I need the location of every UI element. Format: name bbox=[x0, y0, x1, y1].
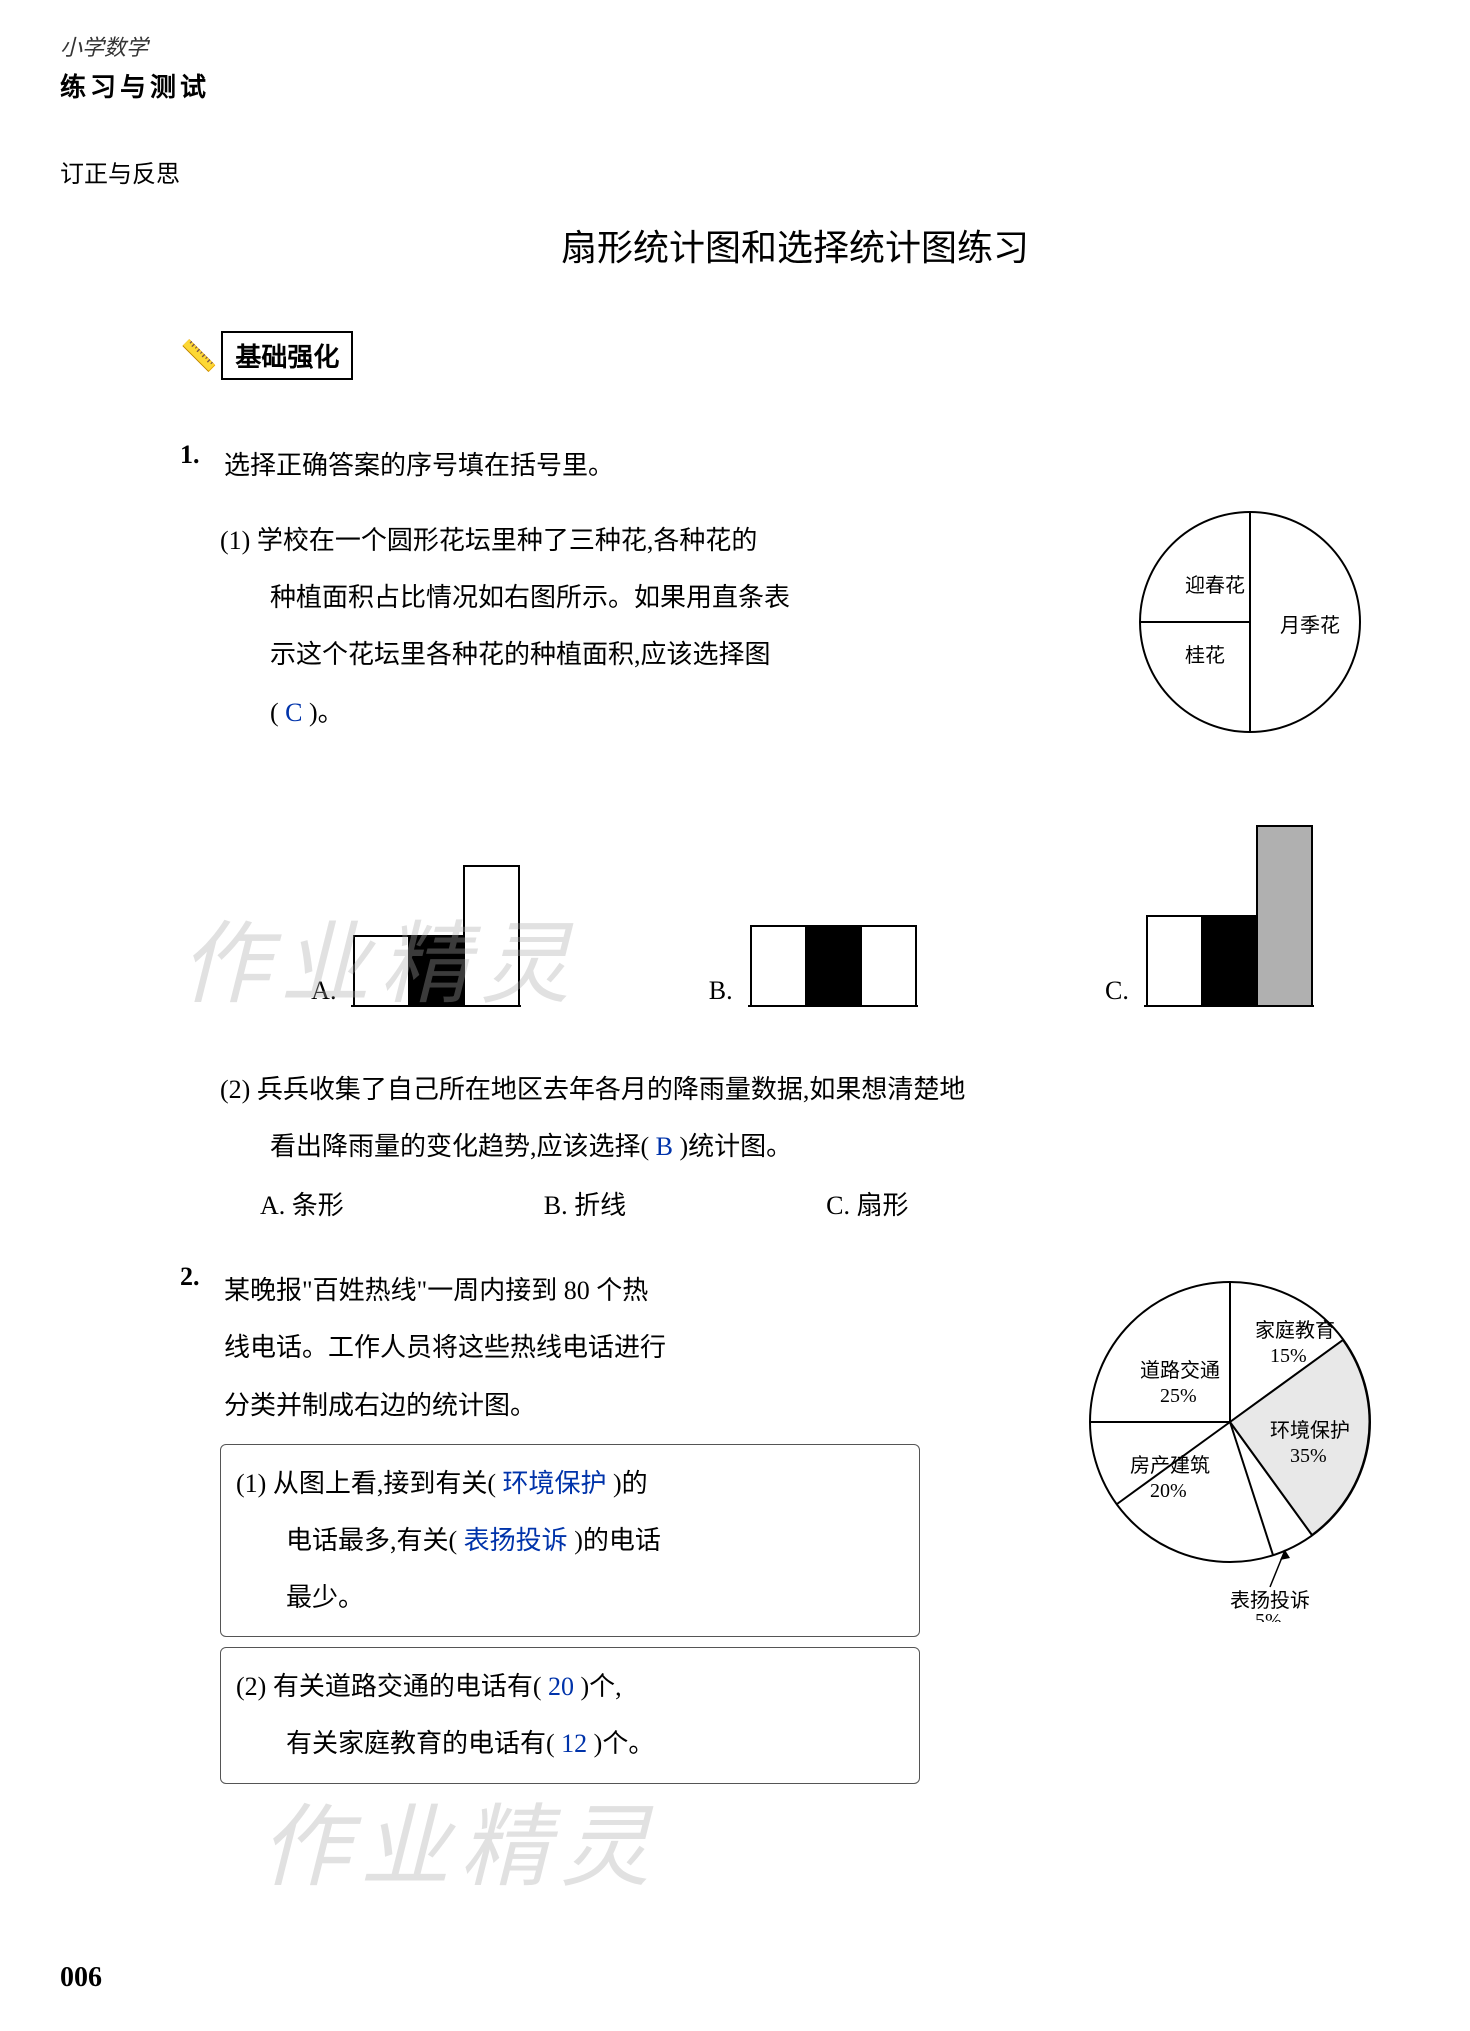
subsection-heading: 📏 基础强化 bbox=[180, 331, 1410, 410]
page-title: 扇形统计图和选择统计图练习 bbox=[180, 219, 1410, 271]
q1-text: 选择正确答案的序号填在括号里。 bbox=[224, 440, 1404, 492]
header-small: 小学数学 bbox=[60, 30, 1410, 62]
q2-sub2-ans2: 12 bbox=[561, 1729, 587, 1758]
svg-text:5%: 5% bbox=[1255, 1610, 1282, 1622]
question-2: 2. 某晚报"百姓热线"一周内接到 80 个热 线电话。工作人员将这些热线电话进… bbox=[180, 1262, 1410, 1784]
pie-chart-2: 道路交通 25% 家庭教育 15% 环境保护 35% 房产建筑 20% 表扬投诉… bbox=[1070, 1262, 1390, 1627]
svg-text:环境保护: 环境保护 bbox=[1270, 1419, 1350, 1442]
svg-text:表扬投诉: 表扬投诉 bbox=[1230, 1589, 1310, 1612]
pie1-label-0: 迎春花 bbox=[1185, 574, 1245, 597]
option-A: A. bbox=[311, 861, 526, 1011]
q2-sub1-ans2: 表扬投诉 bbox=[464, 1526, 568, 1555]
svg-text:35%: 35% bbox=[1290, 1445, 1327, 1467]
q2-num: 2. bbox=[180, 1262, 220, 1292]
option-B: B. bbox=[709, 861, 923, 1011]
header-sub: 练习与测试 bbox=[60, 67, 1410, 104]
bar-chart-C bbox=[1139, 821, 1319, 1011]
bar-chart-A bbox=[346, 861, 526, 1011]
q1-sub1-answer: C bbox=[285, 698, 302, 727]
pie1-label-1: 月季花 bbox=[1280, 614, 1340, 637]
q2-sub1-ans1: 环境保护 bbox=[502, 1469, 606, 1498]
svg-text:房产建筑: 房产建筑 bbox=[1130, 1454, 1210, 1477]
svg-text:道路交通: 道路交通 bbox=[1140, 1359, 1220, 1382]
q2-text: 某晚报"百姓热线"一周内接到 80 个热 线电话。工作人员将这些热线电话进行 分… bbox=[224, 1262, 864, 1434]
svg-text:25%: 25% bbox=[1160, 1385, 1197, 1407]
question-1: 1. 选择正确答案的序号填在括号里。 (1) 学校在一个圆形花坛里种了三种花,各… bbox=[180, 440, 1410, 1222]
q1-sub1: (1) 学校在一个圆形花坛里种了三种花,各种花的 种植面积占比情况如右图所示。如… bbox=[220, 512, 1000, 741]
q2-sub2: (2) 有关道路交通的电话有( 20 )个, 有关家庭教育的电话有( 12 )个… bbox=[220, 1647, 920, 1783]
option-C: C. bbox=[1105, 821, 1319, 1011]
svg-text:家庭教育: 家庭教育 bbox=[1255, 1319, 1335, 1342]
pie-chart-1: 迎春花 月季花 桂花 bbox=[1130, 502, 1370, 747]
svg-text:20%: 20% bbox=[1150, 1480, 1187, 1502]
q1-num: 1. bbox=[180, 440, 220, 470]
q2-sub2-ans1: 20 bbox=[548, 1672, 574, 1701]
svg-text:15%: 15% bbox=[1270, 1345, 1307, 1367]
bar-chart-B bbox=[743, 861, 923, 1011]
section-label: 订正与反思 bbox=[60, 154, 1410, 189]
q1-sub2-options: A. 条形 B. 折线 C. 扇形 bbox=[260, 1185, 1410, 1222]
q1-options: 作业精灵 A. B. C. bbox=[220, 821, 1410, 1011]
q1-sub2-answer: B bbox=[656, 1132, 673, 1161]
pie1-label-2: 桂花 bbox=[1185, 644, 1225, 667]
content: 扇形统计图和选择统计图练习 📏 基础强化 1. 选择正确答案的序号填在括号里。 … bbox=[180, 219, 1410, 1784]
q1-sub2: (2) 兵兵收集了自己所在地区去年各月的降雨量数据,如果想清楚地 看出降雨量的变… bbox=[220, 1061, 1410, 1175]
page-number: 006 bbox=[60, 1962, 102, 1994]
q2-sub1: (1) 从图上看,接到有关( 环境保护 )的 电话最多,有关( 表扬投诉 )的电… bbox=[220, 1444, 920, 1638]
